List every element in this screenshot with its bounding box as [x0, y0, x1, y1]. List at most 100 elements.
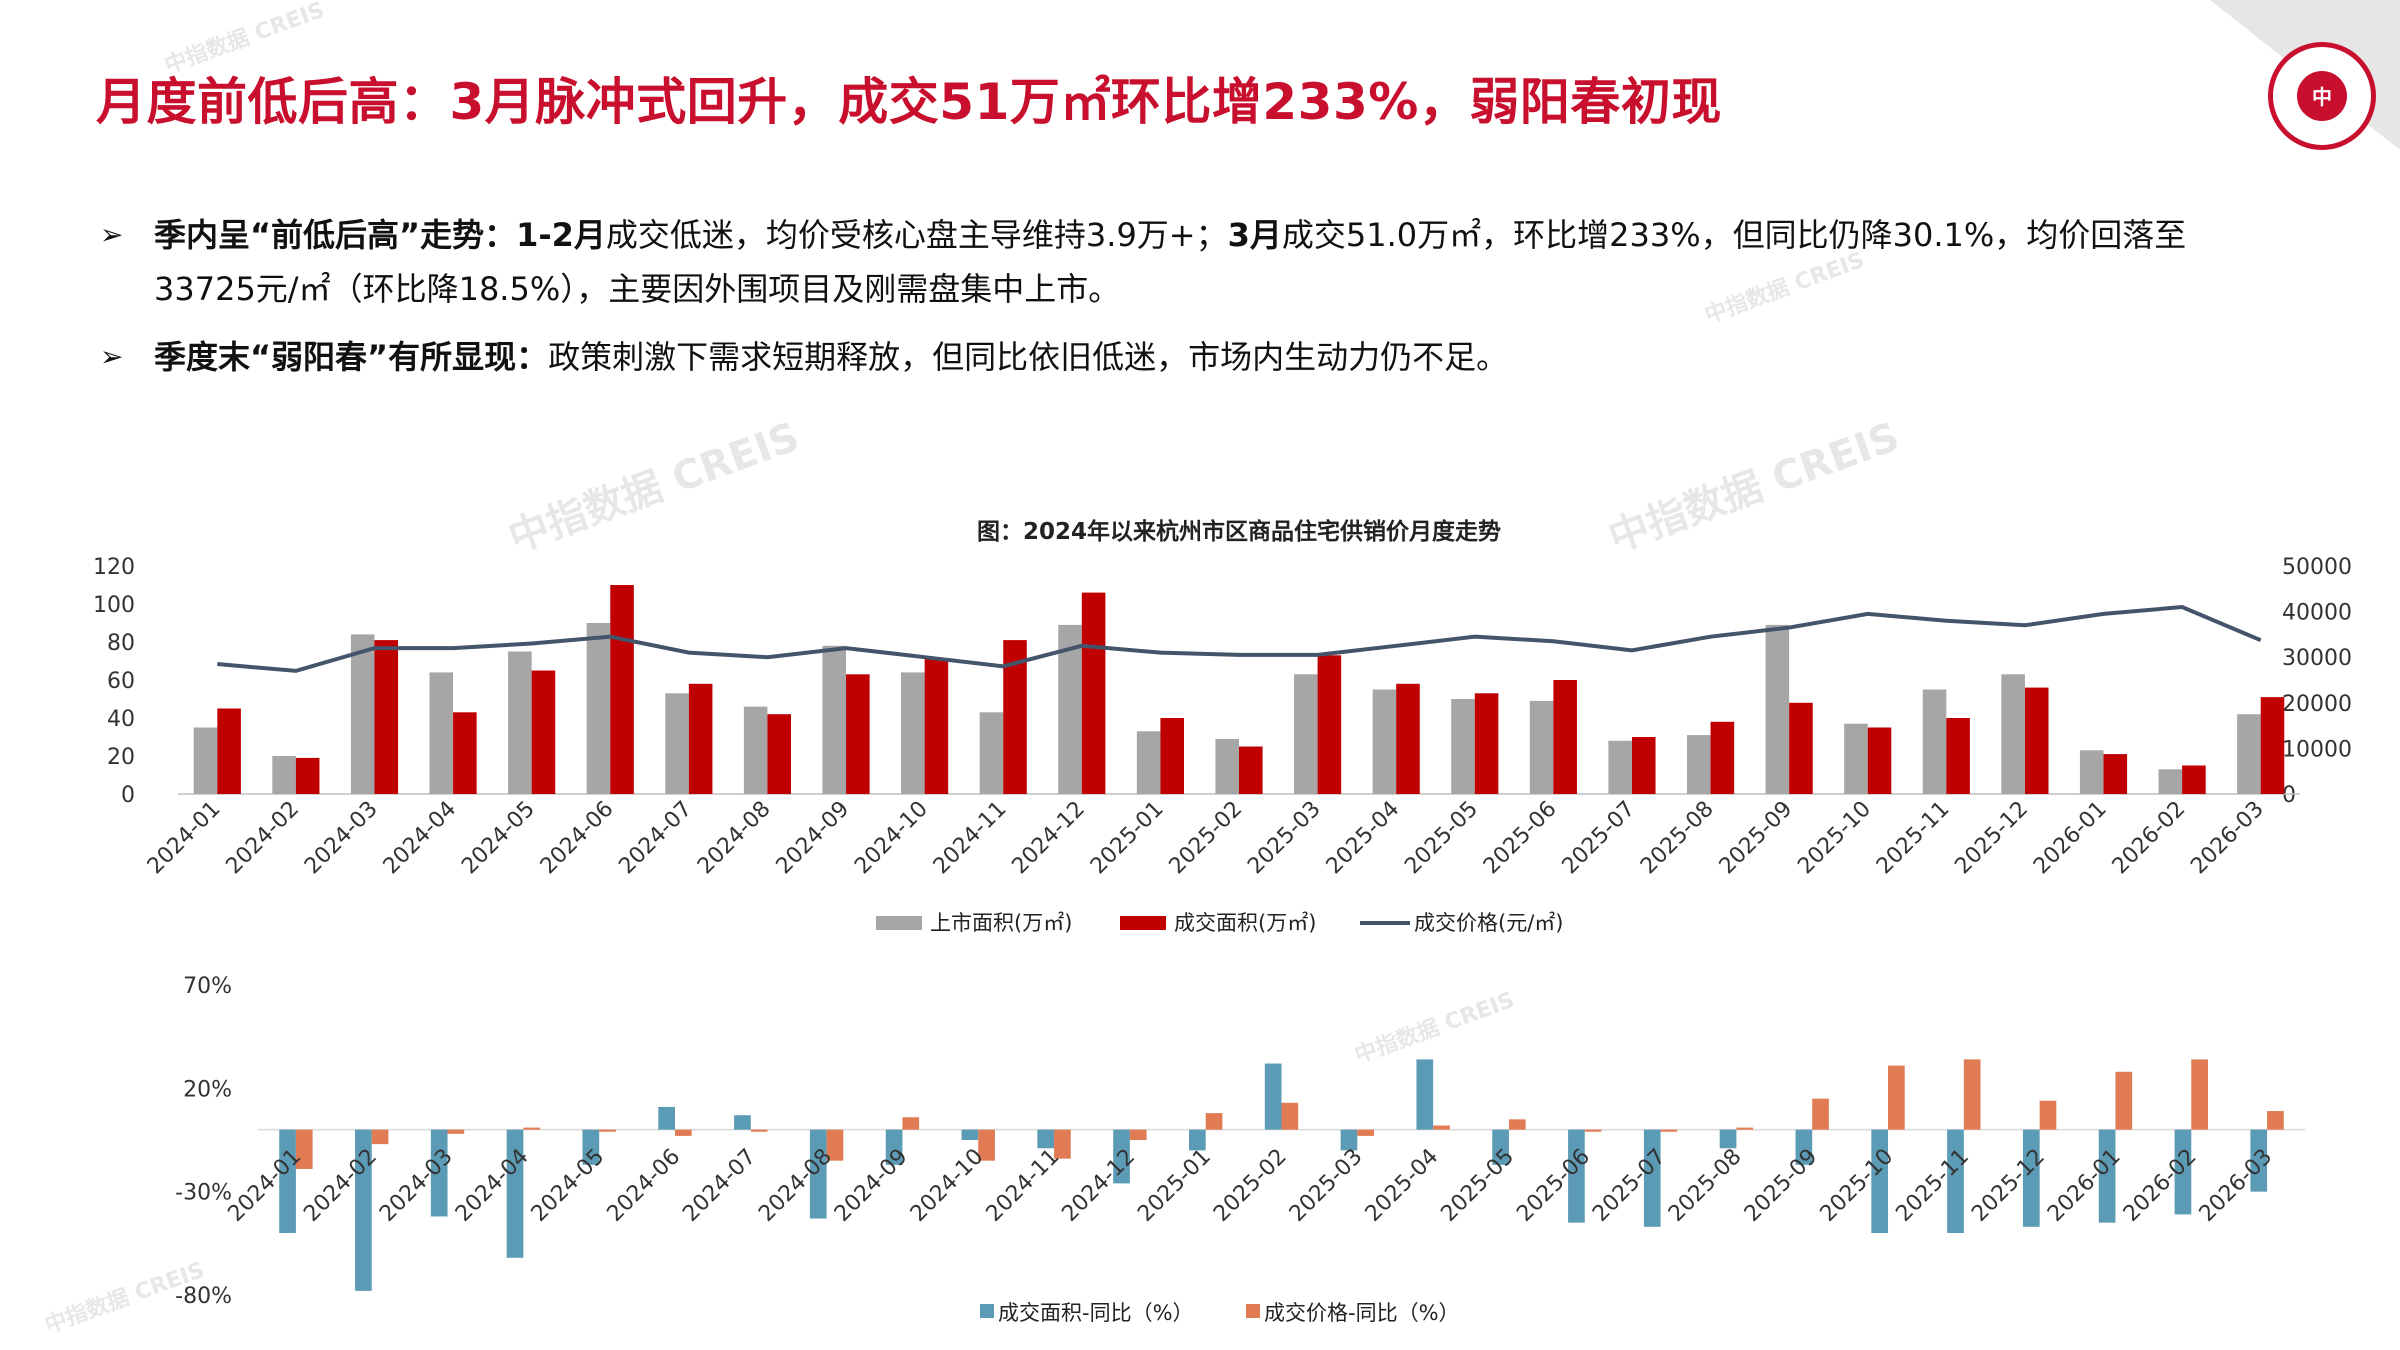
- sales-area-bar: [1631, 737, 1656, 794]
- yoy-x-tick-label: 2025-03: [1285, 1144, 1368, 1227]
- y-right-tick-label: 10000: [2282, 737, 2352, 762]
- yoy-chart-group: 70%20%-30%-80%2024-012024-022024-032024-…: [175, 974, 2305, 1325]
- sales-area-bar: [2024, 687, 2049, 794]
- yoy-legend-swatch: [1246, 1304, 1260, 1318]
- x-tick-label: 2024-06: [536, 797, 619, 880]
- x-tick-label: 2024-11: [929, 797, 1012, 880]
- yoy-area-bar: [506, 1129, 524, 1258]
- x-tick-label: 2026-01: [2029, 797, 2112, 880]
- supply-area-bar: [822, 645, 847, 794]
- x-tick-label: 2024-02: [221, 797, 304, 880]
- sales-area-bar: [1789, 702, 1813, 794]
- main-chart-group: 图：2024年以来杭州市区商品住宅供销价月度走势 0 20 40 60 80 100 120 0…: [93, 518, 2352, 935]
- yoy-area-bar: [961, 1129, 979, 1140]
- x-tick-label: 2024-04: [379, 797, 462, 880]
- y-left-tick-label: 40: [107, 707, 135, 732]
- sales-area-bar: [846, 674, 870, 794]
- supply-area-bar: [665, 693, 689, 794]
- x-tick-label: 2024-10: [850, 797, 933, 880]
- legend-label: 成交价格(元/㎡): [1414, 911, 1563, 935]
- yoy-legend-swatch: [980, 1304, 994, 1318]
- yoy-price-bar: [2115, 1071, 2133, 1130]
- x-tick-label: 2025-09: [1715, 797, 1798, 880]
- x-tick-label: 2024-08: [693, 797, 776, 880]
- sales-area-bar: [1317, 655, 1342, 794]
- yoy-y-tick-label: 70%: [183, 974, 232, 999]
- yoy-area-bar: [1492, 1129, 1509, 1165]
- yoy-area-bar: [2098, 1129, 2116, 1223]
- yoy-area-bar: [582, 1129, 600, 1165]
- bullet-2: ➢ 季度末“弱阳春”有所显现：政策刺激下需求短期释放，但同比依旧低迷，市场内生动…: [100, 330, 2254, 384]
- yoy-x-tick-label: 2025-08: [1664, 1144, 1747, 1227]
- x-tick-label: 2025-07: [1558, 797, 1641, 880]
- yoy-area-bar: [2250, 1129, 2268, 1192]
- yoy-x-tick-label: 2025-05: [1437, 1144, 1520, 1227]
- yoy-area-bar: [809, 1129, 827, 1219]
- yoy-price-bar: [523, 1127, 541, 1130]
- supply-area-bar: [586, 623, 611, 794]
- legend-swatch: [876, 916, 922, 930]
- x-tick-label: 2025-06: [1479, 797, 1562, 880]
- yoy-area-bar: [885, 1129, 903, 1165]
- x-tick-label: 2025-04: [1322, 797, 1405, 880]
- supply-area-bar: [1686, 735, 1711, 794]
- yoy-x-tick-label: 2025-02: [1209, 1144, 1292, 1227]
- bullet-arrow-icon: ➢: [100, 218, 124, 251]
- x-tick-label: 2024-05: [457, 797, 540, 880]
- yoy-area-bar: [430, 1129, 448, 1217]
- yoy-x-tick-label: 2024-05: [527, 1144, 610, 1227]
- yoy-y-tick-label: 20%: [183, 1077, 232, 1102]
- supply-area-bar: [743, 706, 768, 794]
- yoy-price-bar: [2191, 1059, 2208, 1130]
- yoy-area-bar: [355, 1129, 372, 1291]
- yoy-area-bar: [279, 1129, 296, 1233]
- yoy-price-bar: [1963, 1059, 1981, 1130]
- yoy-price-bar: [750, 1129, 768, 1132]
- yoy-price-bar: [2267, 1111, 2284, 1130]
- y-right-tick-label: 40000: [2282, 601, 2352, 626]
- yoy-y-tick-label: -30%: [175, 1181, 232, 1206]
- legend-label: 上市面积(万㎡): [930, 911, 1072, 935]
- x-tick-label: 2024-01: [143, 797, 226, 880]
- supply-area-bar: [193, 727, 218, 794]
- sales-area-bar: [2260, 697, 2285, 794]
- sales-area-bar: [924, 659, 949, 794]
- x-tick-label: 2025-11: [1872, 797, 1955, 880]
- yoy-price-bar: [1584, 1129, 1602, 1132]
- x-tick-label: 2025-02: [1165, 797, 1248, 880]
- supply-area-bar: [1529, 700, 1554, 794]
- yoy-price-bar: [674, 1129, 692, 1136]
- yoy-price-bar: [978, 1129, 995, 1161]
- sales-area-bar: [295, 757, 320, 794]
- yoy-price-bar: [1812, 1098, 1829, 1130]
- bullet-1: ➢ 季内呈“前低后高”走势：1-2月成交低迷，均价受核心盘主导维持3.9万+；3…: [100, 208, 2254, 316]
- supply-area-bar: [429, 672, 454, 794]
- sales-area-bar: [531, 670, 556, 794]
- y-left-tick-label: 60: [107, 669, 135, 694]
- yoy-x-tick-label: 2024-06: [603, 1144, 686, 1227]
- x-tick-label: 2025-10: [1793, 797, 1876, 880]
- supply-area-bar: [1294, 674, 1318, 794]
- yoy-area-bar: [658, 1106, 675, 1130]
- yoy-price-bar: [1281, 1102, 1299, 1130]
- yoy-area-bar: [734, 1115, 751, 1130]
- yoy-area-bar: [1947, 1129, 1964, 1233]
- x-tick-label: 2025-01: [1086, 797, 1169, 880]
- yoy-price-bar: [1660, 1129, 1678, 1132]
- sales-area-bar: [1553, 680, 1577, 794]
- bullet-1-seg-0: 1-2月: [516, 216, 606, 254]
- supply-area-bar: [2158, 769, 2183, 794]
- yoy-area-bar: [1264, 1063, 1282, 1130]
- y-right-tick-label: 0: [2282, 783, 2296, 808]
- yoy-price-bar: [1888, 1065, 1905, 1130]
- yoy-area-bar: [1871, 1129, 1889, 1233]
- yoy-price-bar: [1054, 1129, 1071, 1159]
- yoy-area-bar: [1037, 1129, 1055, 1149]
- bullet-1-body: 季内呈“前低后高”走势：1-2月成交低迷，均价受核心盘主导维持3.9万+；3月成…: [154, 208, 2254, 316]
- yoy-x-tick-label: 2025-04: [1361, 1144, 1444, 1227]
- yoy-area-bar: [1416, 1059, 1434, 1130]
- supply-area-bar: [2079, 750, 2104, 794]
- yoy-legend-label: 成交价格-同比（%）: [1264, 1301, 1460, 1325]
- y-right-tick-label: 50000: [2282, 555, 2352, 580]
- price-line: [217, 605, 2262, 673]
